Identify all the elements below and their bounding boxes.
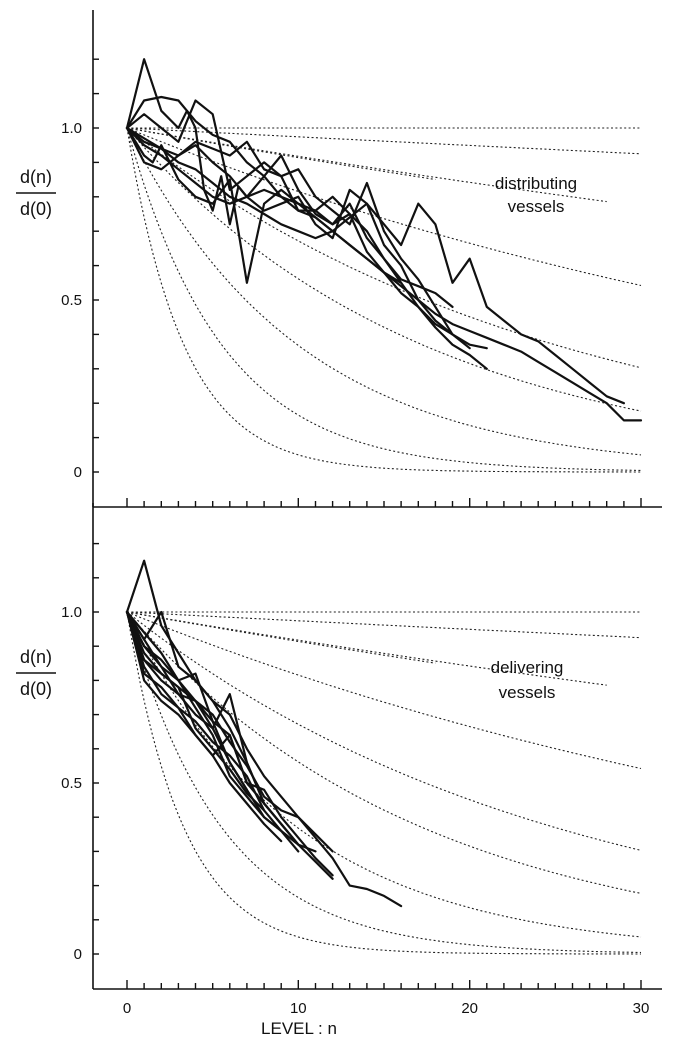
reference-curve-9	[126, 127, 641, 473]
reference-curve-5	[126, 127, 642, 369]
data-curve-10	[125, 610, 266, 805]
data-curves	[125, 559, 403, 908]
data-curve-8	[125, 610, 283, 832]
data-curve-11	[125, 610, 248, 791]
reference-curve-7	[126, 611, 642, 938]
reference-curve-1	[126, 611, 642, 639]
axes	[92, 10, 662, 508]
y-tick-label: 0.5	[61, 292, 82, 309]
reference-curve-7	[126, 127, 642, 456]
y-tick-label: 1.0	[61, 120, 82, 137]
ylabel-numerator: d(n)	[20, 647, 52, 667]
reference-curve-8	[126, 127, 641, 471]
annotation-line-2: vessels	[508, 197, 565, 216]
data-curve-9	[125, 610, 266, 812]
ylabel-numerator: d(n)	[20, 167, 52, 187]
reference-curve-1	[126, 127, 642, 155]
y-tick-label: 1.0	[61, 604, 82, 621]
reference-curve-3	[126, 611, 607, 686]
axes	[92, 503, 662, 990]
x-tick-label: 0	[123, 1000, 131, 1017]
reference-curve-8	[126, 611, 642, 954]
reference-curve-2	[126, 611, 436, 664]
data-curve-4	[125, 126, 488, 350]
data-curve-5	[125, 610, 300, 846]
labels: distributing vessels d(n) d(0) 0 0.5 1.0	[16, 120, 577, 481]
y-tick-label: 0.5	[61, 775, 82, 792]
reference-curve-4	[126, 127, 642, 287]
reference-curves	[126, 127, 642, 473]
labels: delivering vessels d(n) d(0) LEVEL : n 0…	[16, 604, 649, 1038]
data-curve-1	[125, 95, 454, 336]
ylabel-denominator: d(0)	[20, 199, 52, 219]
x-axis-title: LEVEL : n	[261, 1019, 337, 1038]
annotation-line-2: vessels	[499, 683, 556, 702]
panel-distributing-vessels: distributing vessels d(n) d(0) 0 0.5 1.0	[16, 10, 662, 508]
reference-curve-6	[126, 127, 642, 412]
x-tick-label: 10	[290, 1000, 307, 1017]
data-curve-0	[125, 559, 403, 908]
ylabel-denominator: d(0)	[20, 679, 52, 699]
annotation-line-1: delivering	[491, 658, 564, 677]
data-curve-6	[125, 126, 625, 405]
y-tick-label: 0	[74, 464, 82, 481]
reference-curves	[126, 611, 642, 955]
data-curve-1	[125, 610, 334, 880]
data-curve-7	[125, 126, 403, 284]
x-tick-label: 20	[461, 1000, 478, 1017]
data-curve-3	[125, 126, 488, 370]
panel-delivering-vessels: delivering vessels d(n) d(0) LEVEL : n 0…	[16, 503, 662, 1038]
reference-curve-3	[126, 127, 607, 203]
reference-curve-4	[126, 611, 642, 770]
x-tick-label: 30	[633, 1000, 650, 1017]
data-curve-4	[125, 610, 317, 853]
data-curves	[125, 58, 643, 422]
reference-curve-6	[126, 611, 642, 894]
reference-curve-2	[126, 127, 436, 180]
reference-curve-9	[126, 611, 641, 955]
y-tick-label: 0	[74, 946, 82, 963]
data-curve-2	[125, 99, 471, 350]
annotation-line-1: distributing	[495, 174, 577, 193]
reference-curve-5	[126, 611, 642, 851]
